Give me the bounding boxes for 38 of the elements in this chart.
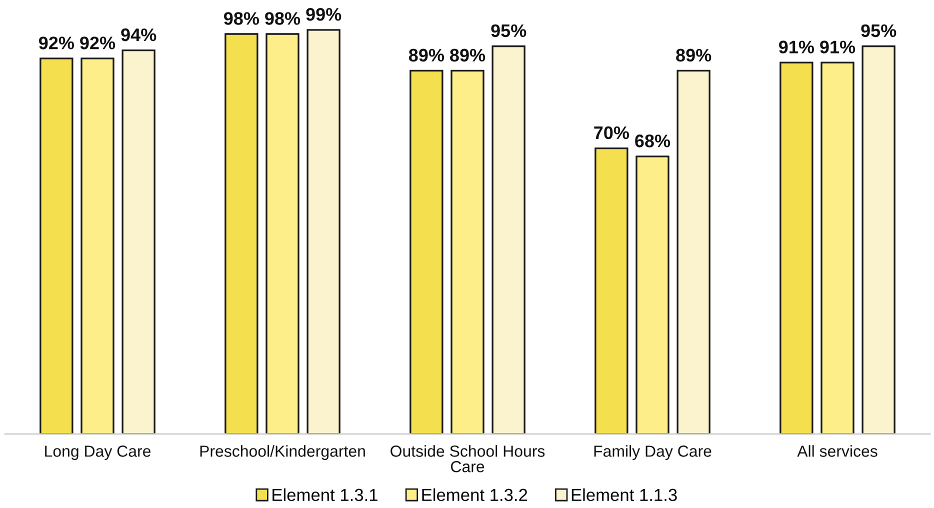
bar [224,33,258,434]
data-label: 95% [491,24,526,38]
data-label: 92% [80,36,116,50]
data-label: 89% [676,48,712,62]
data-label: 89% [408,48,444,62]
bar [306,29,340,434]
data-label: 91% [820,40,856,54]
legend-label: Element 1.3.2 [422,488,528,502]
bar [636,156,670,434]
data-label: 95% [861,24,896,38]
bar [594,147,628,434]
x-tick-label: All services [797,445,878,457]
x-tick-label: Outside School Hours Care [390,445,545,472]
data-label: 98% [265,12,300,25]
bar [266,33,300,434]
data-label: 92% [38,36,74,50]
bar [450,70,484,434]
bar [820,62,854,434]
bar [410,70,444,434]
data-label: 99% [306,8,342,21]
bar [80,58,114,434]
bar [492,45,526,434]
data-label: 91% [778,40,814,54]
bar [862,45,896,434]
bar [676,70,710,434]
data-label: 70% [594,126,630,140]
data-label: 89% [450,48,486,62]
data-label: 94% [121,28,156,42]
data-label: 98% [224,12,260,25]
bar [780,62,814,434]
x-tick-label: Family Day Care [594,445,712,460]
bar [122,49,156,434]
bar [40,58,74,434]
legend-label: Element 1.3.1 [272,488,378,502]
legend-label: Element 1.1.3 [572,488,677,502]
data-label: 68% [635,134,670,148]
x-tick-label: Preschool/Kindergarten [200,445,365,460]
x-tick-label: Long Day Care [45,446,151,460]
